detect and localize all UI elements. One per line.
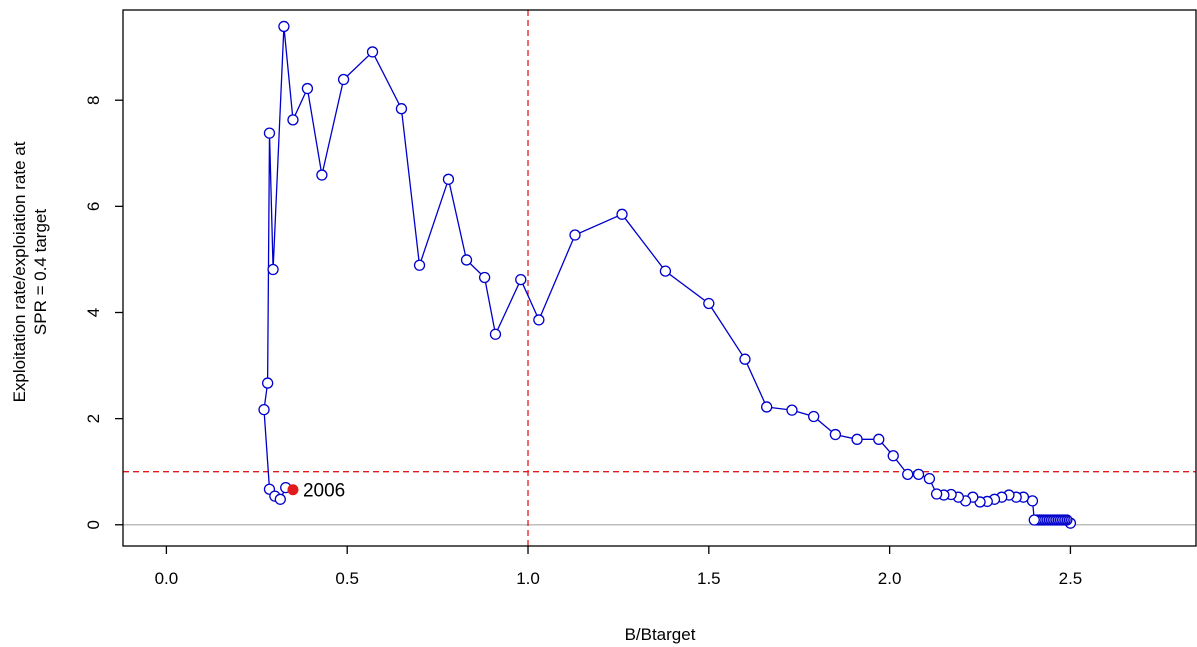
data-point [267,263,279,276]
x-tick-label: 0.0 [155,569,179,588]
data-point [761,401,773,413]
data-point [337,73,350,86]
highlight-point-label: 2006 [303,481,345,502]
data-point [287,114,299,126]
x-tick-label: 0.5 [335,569,359,588]
data-point [659,265,672,277]
data-point [278,20,290,33]
x-tick-label: 2.0 [878,569,902,588]
data-point [902,468,914,481]
data-point [489,328,502,340]
data-point [261,377,274,389]
data-point [786,404,798,416]
x-axis-title: B/Btarget [625,625,696,644]
data-point [569,229,581,241]
x-tick-label: 1.0 [516,569,540,588]
data-point [616,208,628,220]
x-tick-label: 1.5 [697,569,721,588]
data-point [395,103,408,115]
data-point [263,127,276,139]
data-point [923,472,936,485]
data-point [301,82,314,95]
x-tick-label: 2.5 [1059,569,1083,588]
data-point [912,468,925,481]
data-point [533,314,545,326]
y-tick-label: 2 [84,414,103,423]
data-point [478,271,491,284]
y-tick-label: 4 [84,308,103,317]
data-point [515,273,527,286]
data-point [851,433,863,445]
data-point [1028,514,1040,526]
data-point [930,488,943,500]
y-axis-title-line-1: Exploitation rate/exploiation rate at [10,141,29,402]
data-point [442,173,455,185]
axes-layer: 0.0 0.5 1.0 1.5 2.0 2.5 0 2 4 6 8 [84,9,1197,588]
data-point [316,169,328,181]
y-tick-label: 6 [84,202,103,211]
reference-lines [123,10,1196,546]
data-point [739,353,751,365]
data-point [258,403,270,416]
data-point [829,428,842,441]
plot-frame [122,9,1197,547]
highlight-point [287,484,299,496]
data-point [460,254,473,266]
data-point [413,259,426,271]
y-tick-label: 0 [84,520,103,529]
data-point [366,46,379,58]
y-tick-label: 8 [84,95,103,104]
data-point [887,450,899,462]
data-point [274,493,286,505]
series-layer: 2006 [258,20,1077,529]
data-point [703,297,715,310]
data-point [808,410,820,423]
y-axis-title-line-2: SPR = 0.4 target [31,209,50,335]
data-point [873,433,885,445]
